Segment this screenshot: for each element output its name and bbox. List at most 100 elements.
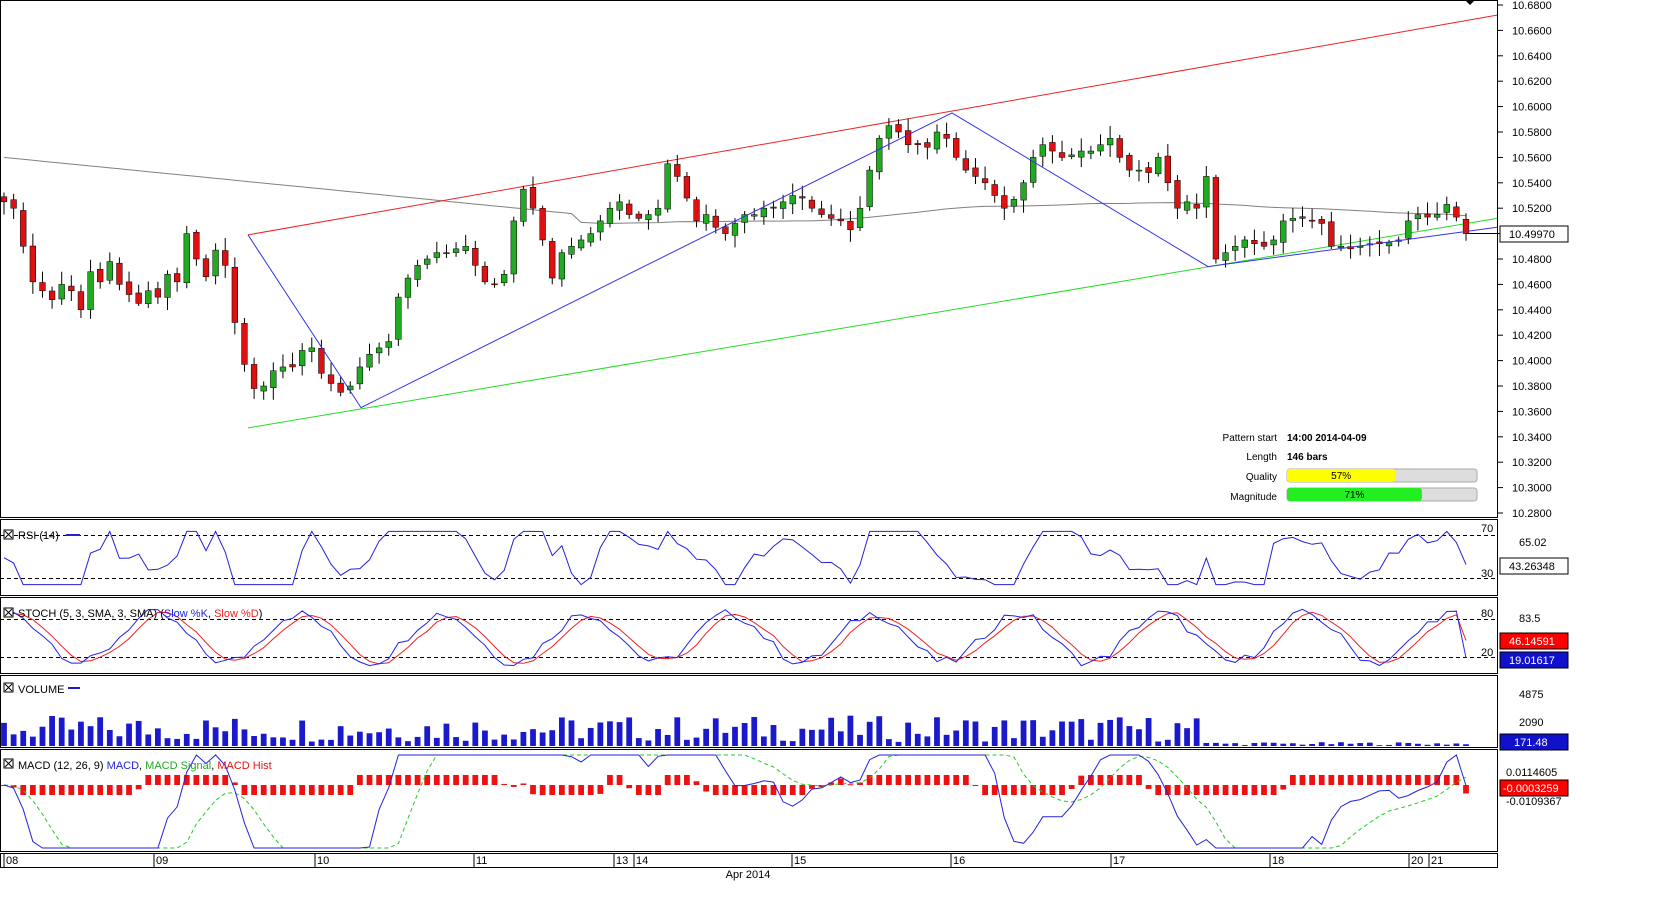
candle-body [654, 207, 662, 216]
volume-bar [558, 717, 565, 746]
macd-hist-bar [828, 782, 835, 785]
volume-bar [1289, 743, 1296, 746]
candle-body [751, 214, 758, 217]
candle-body [693, 199, 700, 222]
macd-hist-bar [87, 785, 94, 795]
volume-bar [1001, 720, 1008, 746]
macd-hist-bar [49, 785, 55, 795]
candle-body [1453, 206, 1460, 218]
volume-bar [1270, 742, 1277, 746]
macd-hist-bar [405, 775, 411, 785]
candle-body [510, 220, 517, 275]
candle-body [943, 134, 950, 139]
volume-bar [1318, 742, 1325, 746]
stoch-d-value-box [1499, 632, 1569, 650]
macd-hist-bar [1126, 775, 1133, 785]
candle-body [366, 354, 373, 368]
candle-body [558, 252, 566, 280]
macd-hist-bar [155, 775, 161, 785]
candle-body [1068, 154, 1075, 157]
volume-bar [39, 726, 46, 746]
volume-bar [1241, 745, 1248, 746]
macd-value: -0.0003259 [1503, 783, 1559, 795]
candle-body [241, 323, 248, 365]
candle-body [722, 226, 729, 234]
volume-bar [126, 723, 132, 746]
candle-body [1087, 150, 1095, 154]
macd-hist-bar [1193, 785, 1200, 795]
volume-bar [1232, 743, 1239, 746]
macd-hist-bar [587, 785, 594, 795]
macd-hist-bar [693, 781, 700, 785]
candle-body [770, 206, 777, 209]
volume-bar [347, 735, 354, 746]
magnitude-label: Magnitude [1230, 492, 1277, 503]
rsi-title: RSI (14) [18, 530, 59, 542]
macd-hist-bar [732, 785, 738, 795]
volume-bar [241, 729, 248, 746]
moving-average-line [3, 156, 1467, 224]
volume-bar [635, 738, 642, 746]
volume-bar [1453, 743, 1460, 746]
candle-body [1405, 220, 1412, 239]
macd-hist-bar [376, 775, 383, 785]
time-axis-frame [0, 853, 1498, 868]
candle-body [1434, 214, 1441, 218]
candle-body [10, 199, 17, 209]
volume-bar [10, 734, 17, 746]
macd-hist-bar [414, 775, 421, 785]
candle-body [1280, 220, 1287, 243]
macd-hist-legend-label: MACD Hist [217, 760, 271, 772]
volume-bar [472, 722, 479, 746]
price-axis: 10.6800 10.6600 10.6400 10.6200 10.6000 10.58… [1497, 0, 1552, 520]
price-tick-label: 10.4800 [1512, 254, 1552, 266]
pattern-info: Pattern start 14:00 2014-04-09 Length 14… [1223, 433, 1478, 503]
candle-body [491, 283, 498, 286]
macd-hist-bar [1318, 775, 1325, 785]
macd-hist-bar [251, 785, 257, 795]
zigzag-pattern-line [247, 112, 1498, 409]
volume-bar [549, 730, 556, 746]
volume-bar [1395, 742, 1402, 746]
candle-body [587, 233, 594, 243]
macd-hist-bar [453, 775, 459, 785]
macd-hist-bar [1463, 785, 1469, 794]
volume-bar [1136, 729, 1142, 746]
candle-body [1203, 176, 1210, 208]
candle-body [1337, 246, 1345, 249]
price-tick-label: 10.3000 [1512, 483, 1552, 495]
resistance-line [247, 14, 1498, 236]
volume-value: 171.48 [1514, 737, 1548, 749]
macd-hist-bar [1338, 775, 1344, 785]
volume-bar [1097, 722, 1104, 746]
macd-legend-label: MACD [107, 760, 139, 772]
candle-body [375, 347, 383, 354]
volume-bar [20, 730, 27, 746]
volume-bar [914, 733, 921, 746]
macd-hist-bar [1270, 785, 1277, 795]
candle-body [48, 290, 56, 300]
scroll-marker-icon[interactable] [1465, 0, 1475, 5]
volume-bar [270, 737, 277, 746]
macd-hist-bar [491, 775, 498, 785]
macd-hist-bar [39, 785, 46, 795]
volume-title: VOLUME [18, 684, 64, 696]
macd-hist-bar [231, 782, 238, 785]
volume-tick-high: 4875 [1519, 689, 1543, 701]
volume-bar [260, 733, 267, 746]
volume-bar [607, 721, 613, 746]
quality-label: Quality [1246, 472, 1277, 483]
macd-hist-bar [68, 785, 75, 795]
candle-body [452, 248, 460, 253]
volume-bar [212, 727, 219, 746]
candle-body [856, 207, 864, 228]
macd-hist-bar [635, 785, 642, 795]
macd-hist-bar [1395, 775, 1402, 785]
volume-bar [645, 740, 652, 746]
macd-hist-bar [289, 785, 296, 795]
volume-bar [828, 717, 835, 746]
volume-bar [1011, 738, 1017, 746]
volume-bar [155, 728, 161, 746]
candle-body [1058, 152, 1066, 158]
macd-hist-bar [789, 785, 796, 795]
